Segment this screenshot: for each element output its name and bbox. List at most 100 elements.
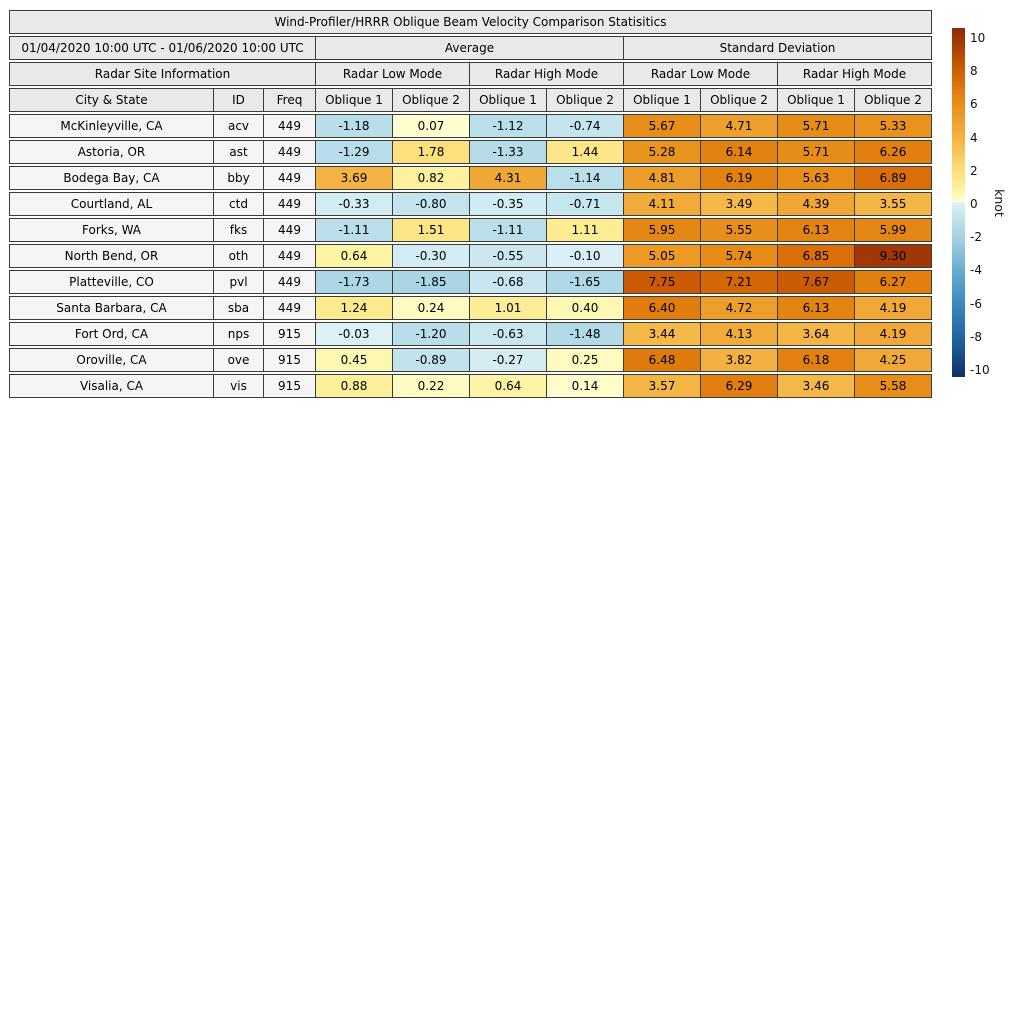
- group-header-row: 01/04/2020 10:00 UTC - 01/06/2020 10:00 …: [9, 36, 932, 60]
- section-header-avg-low: Radar Low Mode: [316, 62, 470, 86]
- value-cell-3: -0.71: [547, 192, 624, 216]
- freq-cell: 915: [264, 374, 316, 398]
- column-header-9: Oblique 1: [778, 88, 855, 112]
- period-label: 01/04/2020 10:00 UTC - 01/06/2020 10:00 …: [9, 36, 316, 60]
- value-cell-3: -1.65: [547, 270, 624, 294]
- value-cell-7: 6.26: [855, 140, 932, 164]
- id-cell: vis: [214, 374, 264, 398]
- table-row: Santa Barbara, CA sba 449 1.24 0.24 1.01 0.40 6…: [9, 296, 932, 320]
- freq-cell: 449: [264, 270, 316, 294]
- colorbar-unit-label: knot: [992, 188, 1007, 217]
- value-cell-4: 3.57: [624, 374, 701, 398]
- table-row: Platteville, CO pvl 449 -1.73 -1.85 -0.68 -1.6…: [9, 270, 932, 294]
- value-cell-2: -0.35: [470, 192, 547, 216]
- stats-table: Wind-Profiler/HRRR Oblique Beam Velocity…: [9, 10, 932, 400]
- colorbar-tick: -4: [970, 263, 982, 278]
- id-cell: bby: [214, 166, 264, 190]
- value-cell-3: 0.25: [547, 348, 624, 372]
- section-header-site-info: Radar Site Information: [9, 62, 316, 86]
- freq-cell: 449: [264, 244, 316, 268]
- group-header-stddev: Standard Deviation: [624, 36, 932, 60]
- value-cell-5: 3.49: [701, 192, 778, 216]
- value-cell-2: -1.33: [470, 140, 547, 164]
- colorbar-tick: 6: [970, 97, 978, 112]
- table-body: McKinleyville, CA acv 449 -1.18 0.07 -1.12 -0.…: [9, 114, 932, 398]
- value-cell-0: 1.24: [316, 296, 393, 320]
- value-cell-2: -1.12: [470, 114, 547, 138]
- value-cell-6: 3.46: [778, 374, 855, 398]
- table-row: Astoria, OR ast 449 -1.29 1.78 -1.33 1.44 5.28 6…: [9, 140, 932, 164]
- value-cell-4: 5.28: [624, 140, 701, 164]
- value-cell-5: 4.72: [701, 296, 778, 320]
- value-cell-5: 6.29: [701, 374, 778, 398]
- value-cell-1: -0.80: [393, 192, 470, 216]
- value-cell-1: 0.22: [393, 374, 470, 398]
- colorbar-tick: 4: [970, 130, 978, 145]
- city-cell: Oroville, CA: [9, 348, 214, 372]
- freq-cell: 449: [264, 140, 316, 164]
- value-cell-3: -1.14: [547, 166, 624, 190]
- id-cell: ast: [214, 140, 264, 164]
- value-cell-3: 1.11: [547, 218, 624, 242]
- value-cell-6: 6.13: [778, 218, 855, 242]
- value-cell-4: 4.11: [624, 192, 701, 216]
- colorbar-tick: -8: [970, 329, 982, 344]
- table-row: Courtland, AL ctd 449 -0.33 -0.80 -0.35 -0.71 4…: [9, 192, 932, 216]
- table-row: Bodega Bay, CA bby 449 3.69 0.82 4.31 -1.14 4.8…: [9, 166, 932, 190]
- freq-cell: 915: [264, 348, 316, 372]
- section-header-avg-high: Radar High Mode: [470, 62, 624, 86]
- colorbar-tick: 0: [970, 197, 978, 211]
- value-cell-5: 6.19: [701, 166, 778, 190]
- value-cell-6: 7.67: [778, 270, 855, 294]
- id-cell: fks: [214, 218, 264, 242]
- value-cell-1: 1.78: [393, 140, 470, 164]
- column-header-10: Oblique 2: [855, 88, 932, 112]
- value-cell-3: -0.74: [547, 114, 624, 138]
- value-cell-4: 4.81: [624, 166, 701, 190]
- section-header-sd-low: Radar Low Mode: [624, 62, 778, 86]
- value-cell-1: -1.20: [393, 322, 470, 346]
- value-cell-6: 4.39: [778, 192, 855, 216]
- colorbar-tick: 8: [970, 64, 978, 79]
- value-cell-2: -0.63: [470, 322, 547, 346]
- value-cell-6: 5.71: [778, 140, 855, 164]
- city-cell: Fort Ord, CA: [9, 322, 214, 346]
- value-cell-0: -1.73: [316, 270, 393, 294]
- value-cell-0: 0.64: [316, 244, 393, 268]
- value-cell-7: 5.99: [855, 218, 932, 242]
- table-row: Fort Ord, CA nps 915 -0.03 -1.20 -0.63 -1.48 3.…: [9, 322, 932, 346]
- value-cell-7: 4.19: [855, 296, 932, 320]
- column-header-1: ID: [214, 88, 264, 112]
- value-cell-6: 3.64: [778, 322, 855, 346]
- id-cell: pvl: [214, 270, 264, 294]
- mode-header-row: Radar Site Information Radar Low Mode Ra…: [9, 62, 932, 86]
- column-header-4: Oblique 2: [393, 88, 470, 112]
- value-cell-3: -1.48: [547, 322, 624, 346]
- value-cell-0: -1.29: [316, 140, 393, 164]
- column-header-2: Freq: [264, 88, 316, 112]
- value-cell-4: 5.05: [624, 244, 701, 268]
- column-header-8: Oblique 2: [701, 88, 778, 112]
- value-cell-5: 6.14: [701, 140, 778, 164]
- value-cell-1: 0.07: [393, 114, 470, 138]
- column-header-3: Oblique 1: [316, 88, 393, 112]
- value-cell-4: 7.75: [624, 270, 701, 294]
- id-cell: ctd: [214, 192, 264, 216]
- value-cell-5: 3.82: [701, 348, 778, 372]
- value-cell-2: 4.31: [470, 166, 547, 190]
- value-cell-7: 9.30: [855, 244, 932, 268]
- value-cell-7: 5.58: [855, 374, 932, 398]
- colorbar-tick: -10: [970, 363, 990, 377]
- colorbar-tick: -6: [970, 296, 982, 311]
- colorbar-tick: 2: [970, 163, 978, 178]
- value-cell-2: -1.11: [470, 218, 547, 242]
- value-cell-2: -0.55: [470, 244, 547, 268]
- freq-cell: 449: [264, 166, 316, 190]
- value-cell-3: 0.14: [547, 374, 624, 398]
- column-header-row: City & State ID Freq Oblique 1 Oblique 2 Obli…: [9, 88, 932, 112]
- freq-cell: 915: [264, 322, 316, 346]
- city-cell: McKinleyville, CA: [9, 114, 214, 138]
- value-cell-0: -1.11: [316, 218, 393, 242]
- value-cell-6: 5.71: [778, 114, 855, 138]
